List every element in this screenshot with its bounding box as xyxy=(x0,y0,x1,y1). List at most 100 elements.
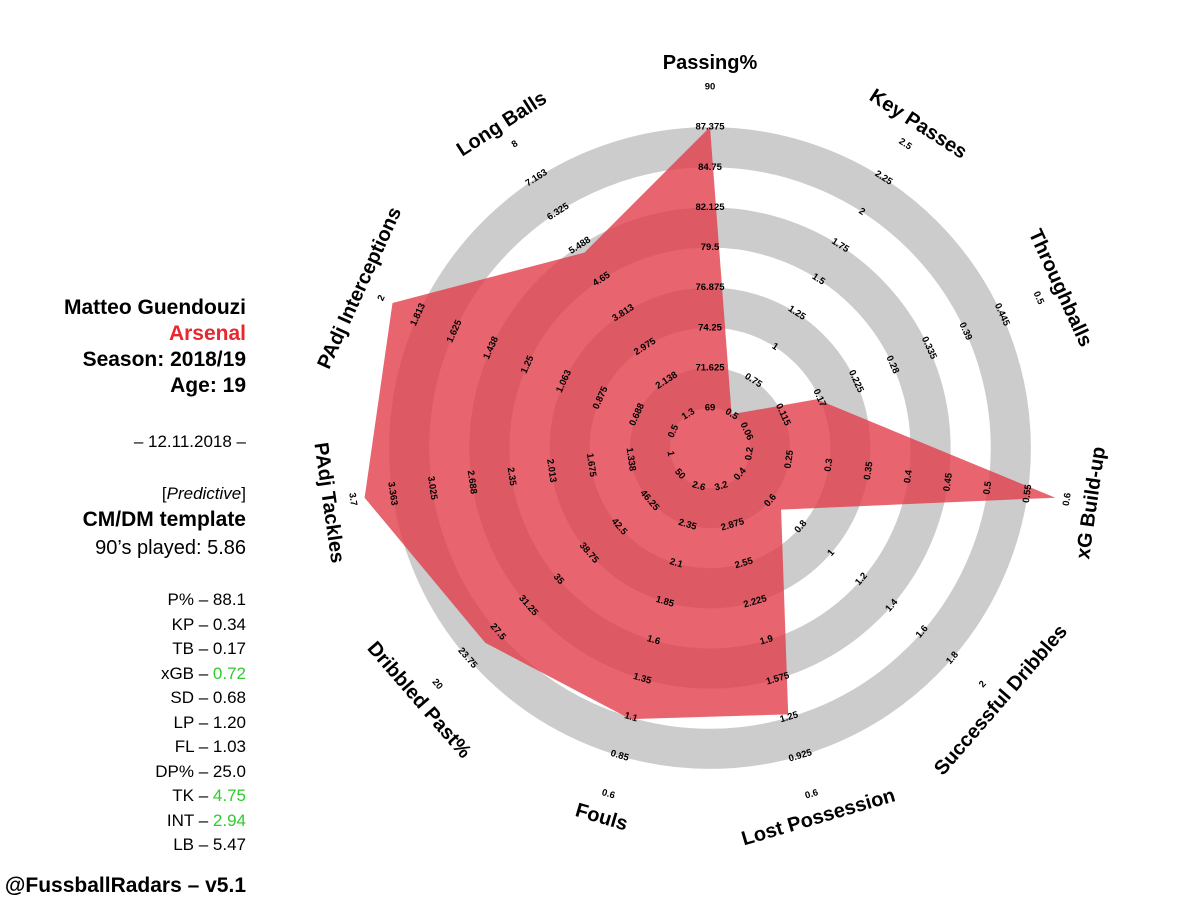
stat-value: 0.68 xyxy=(212,688,246,707)
radar-tick-label: 0.45 xyxy=(941,472,955,493)
radar-axis-label: PAdj Tackles xyxy=(309,441,348,564)
stat-value: 88.1 xyxy=(212,590,246,609)
stat-value: 1.03 xyxy=(212,737,246,756)
radar-tick-label: 0.5 xyxy=(666,422,682,439)
report-date: – 12.11.2018 – xyxy=(133,432,246,451)
radar-tick-label: 71.625 xyxy=(695,362,725,373)
radar-axis-label: Long Balls xyxy=(453,87,551,161)
radar-tick-label: 90 xyxy=(705,82,716,93)
radar-tick-label: 84.75 xyxy=(698,162,722,173)
stat-key: LB – xyxy=(173,835,213,854)
radar-tick-label: 2.35 xyxy=(505,467,519,488)
radar-tick-label: 3.025 xyxy=(425,475,439,501)
team-name: Arsenal xyxy=(168,322,246,345)
age-label: Age: 19 xyxy=(170,374,246,397)
radar-tick-label: 87.375 xyxy=(695,122,725,133)
radar-tick-label: 2.6 xyxy=(691,479,707,493)
radar-tick-label: 2.1 xyxy=(668,556,684,570)
stat-key: LP – xyxy=(173,712,213,732)
stat-value: 1.20 xyxy=(212,712,246,732)
stat-key: TB – xyxy=(172,639,213,658)
stat-row: LP – 1.20 xyxy=(174,713,246,733)
radar-tick-label: 82.125 xyxy=(695,202,725,213)
radar-tick-label: 0.55 xyxy=(1021,483,1035,504)
stat-value: 5.47 xyxy=(212,835,246,854)
radar-tick-label: 1 xyxy=(825,547,837,559)
stat-value: 4.75 xyxy=(212,786,246,805)
stat-row: INT – 2.94 xyxy=(167,811,246,831)
radar-tick-label: 3.2 xyxy=(713,479,729,493)
radar-axis-label: Throughballs xyxy=(1024,226,1097,350)
player-name: Matteo Guendouzi xyxy=(64,296,246,319)
radar-axis-label: Dribbled Past% xyxy=(363,638,476,763)
radar-tick-label: 0.4 xyxy=(902,469,915,484)
stat-key: FL – xyxy=(174,737,213,756)
radar-axis-label: Key Passes xyxy=(865,85,970,164)
minutes-played: 90’s played: 5.86 xyxy=(95,537,246,559)
radar-tick-label: 1.35 xyxy=(632,671,654,687)
radar-tick-label: 20 xyxy=(430,677,445,692)
stat-row: DP% – 25.0 xyxy=(155,762,246,782)
radar-tick-label: 1.6 xyxy=(646,633,662,647)
stat-row: KP – 0.34 xyxy=(172,615,246,635)
radar-data-polygon xyxy=(364,127,1056,720)
radar-tick-label: 0.85 xyxy=(609,748,631,764)
radar-tick-label: 76.875 xyxy=(695,282,725,293)
radar-axis-label: xG Build-up xyxy=(1072,445,1110,560)
stat-key: P% – xyxy=(167,590,213,609)
stat-value: 0.72 xyxy=(212,663,246,683)
radar-tick-label: 69 xyxy=(705,403,716,414)
stat-key: INT – xyxy=(166,810,213,830)
radar-axis-label: Passing% xyxy=(663,52,758,74)
radar-tick-label: 79.5 xyxy=(701,242,720,253)
radar-tick-label: 0.6 xyxy=(1061,492,1074,507)
stat-row: SD – 0.68 xyxy=(170,688,246,708)
radar-tick-label: 2.013 xyxy=(544,458,558,483)
radar-tick-label: 1.675 xyxy=(584,453,598,479)
radar-polygon-layer xyxy=(364,127,1056,720)
radar-tick-label: 3.363 xyxy=(385,481,399,506)
radar-tick-label: 74.25 xyxy=(698,322,722,333)
stat-value: 0.17 xyxy=(212,639,246,658)
stat-value: 2.94 xyxy=(212,810,246,830)
radar-tick-label: 0.3 xyxy=(823,458,836,473)
stat-key: xGB – xyxy=(160,663,213,683)
radar-tick-label: 1.338 xyxy=(624,447,638,472)
stat-value: 0.34 xyxy=(212,614,246,634)
radar-tick-label: 1.1 xyxy=(623,710,639,724)
stat-key: TK – xyxy=(172,786,213,805)
radar-tick-label: 0.6 xyxy=(600,787,616,801)
stat-key: SD – xyxy=(170,688,213,707)
season-label: Season: 2018/19 xyxy=(82,348,246,371)
stat-row: P% – 88.1 xyxy=(168,590,246,610)
stat-row: LB – 5.47 xyxy=(173,835,246,855)
radar-tick-label: 0.35 xyxy=(862,460,876,481)
radar-tick-label: 8 xyxy=(510,138,520,150)
radar-tick-label: 2.688 xyxy=(465,470,479,495)
radar-axis-label: Fouls xyxy=(573,799,630,835)
radar-tick-label: 2.55 xyxy=(733,555,755,571)
radar-tick-label: 1 xyxy=(770,341,781,353)
radar-tick-label: 2.35 xyxy=(677,517,699,533)
radar-tick-label: 0.25 xyxy=(783,449,797,470)
radar-tick-label: 2 xyxy=(376,293,388,302)
radar-tick-label: 2 xyxy=(977,679,989,690)
stat-value: 25.0 xyxy=(212,761,246,781)
stat-row: TK – 4.75 xyxy=(172,786,246,806)
radar-tick-label: 2.5 xyxy=(897,136,915,153)
radar-tick-label: 0.5 xyxy=(981,480,994,495)
radar-tick-label: 1.25 xyxy=(779,709,801,725)
radar-tick-label: 0.2 xyxy=(743,446,756,461)
template-label: CM/DM template xyxy=(82,508,246,531)
radar-tick-label: 1.9 xyxy=(759,633,775,647)
radar-tick-label: 0.6 xyxy=(804,787,820,801)
stat-row: FL – 1.03 xyxy=(175,737,246,757)
radar-tick-label: 0.5 xyxy=(1031,290,1047,307)
stat-row: xGB – 0.72 xyxy=(161,664,246,684)
radar-tick-label: 2 xyxy=(857,206,867,218)
model-mode: [Predictive] xyxy=(161,484,246,503)
stat-row: TB – 0.17 xyxy=(172,639,246,659)
radar-tick-label: 1 xyxy=(665,450,677,458)
radar-tick-label: 3.7 xyxy=(346,492,359,507)
